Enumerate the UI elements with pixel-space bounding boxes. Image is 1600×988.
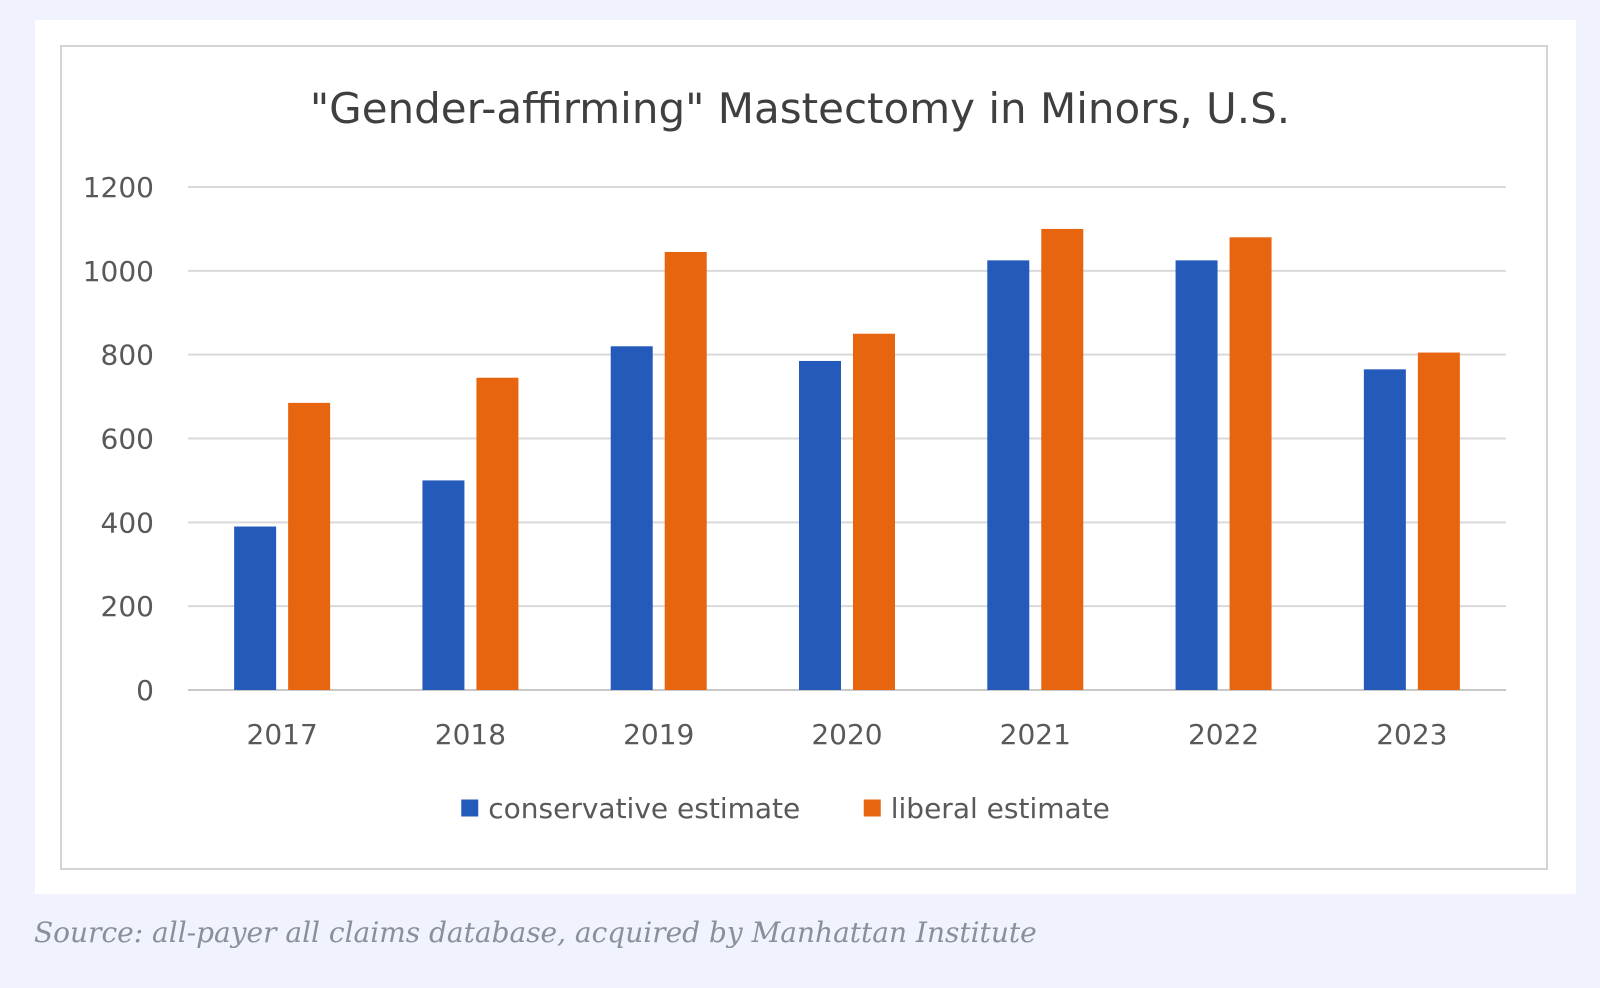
bar-liberal-estimate-2021 xyxy=(1041,228,1084,690)
x-tick-label: 2022 xyxy=(1188,718,1259,751)
x-tick-label: 2021 xyxy=(1000,718,1071,751)
bar-conservative-estimate-2018 xyxy=(422,480,465,690)
bar-liberal-estimate-2019 xyxy=(664,251,707,691)
y-tick-label: 0 xyxy=(136,674,154,707)
x-tick-label: 2017 xyxy=(247,718,318,751)
y-tick-label: 1200 xyxy=(83,171,154,204)
y-tick-label: 800 xyxy=(101,339,154,372)
x-tick-label: 2020 xyxy=(811,718,882,751)
bar-liberal-estimate-2020 xyxy=(853,333,895,690)
y-tick-label: 400 xyxy=(101,506,154,539)
bar-liberal-estimate-2023 xyxy=(1417,352,1460,690)
bar-chart: "Gender-affirming" Mastectomy in Minors,… xyxy=(83,84,1506,825)
legend-label: conservative estimate xyxy=(488,792,800,825)
bar-conservative-estimate-2023 xyxy=(1363,369,1406,690)
bar-liberal-estimate-2018 xyxy=(476,377,519,690)
bar-liberal-estimate-2022 xyxy=(1229,237,1272,691)
x-tick-label: 2019 xyxy=(623,718,694,751)
x-tick-label: 2023 xyxy=(1376,718,1447,751)
x-tick-label: 2018 xyxy=(435,718,506,751)
legend-swatch xyxy=(863,799,881,817)
bar-conservative-estimate-2019 xyxy=(610,346,653,690)
legend-swatch xyxy=(461,799,479,817)
bar-conservative-estimate-2020 xyxy=(799,360,841,690)
y-tick-label: 1000 xyxy=(83,255,154,288)
bar-conservative-estimate-2022 xyxy=(1175,260,1218,690)
bar-conservative-estimate-2017 xyxy=(234,526,277,690)
y-tick-label: 600 xyxy=(101,423,154,456)
legend-label: liberal estimate xyxy=(891,792,1110,825)
bar-liberal-estimate-2017 xyxy=(288,402,331,690)
y-tick-label: 200 xyxy=(101,590,154,623)
source-caption: Source: all-payer all claims database, a… xyxy=(34,916,1037,949)
chart-title: "Gender-affirming" Mastectomy in Minors,… xyxy=(310,84,1290,133)
bar-conservative-estimate-2021 xyxy=(987,260,1030,690)
